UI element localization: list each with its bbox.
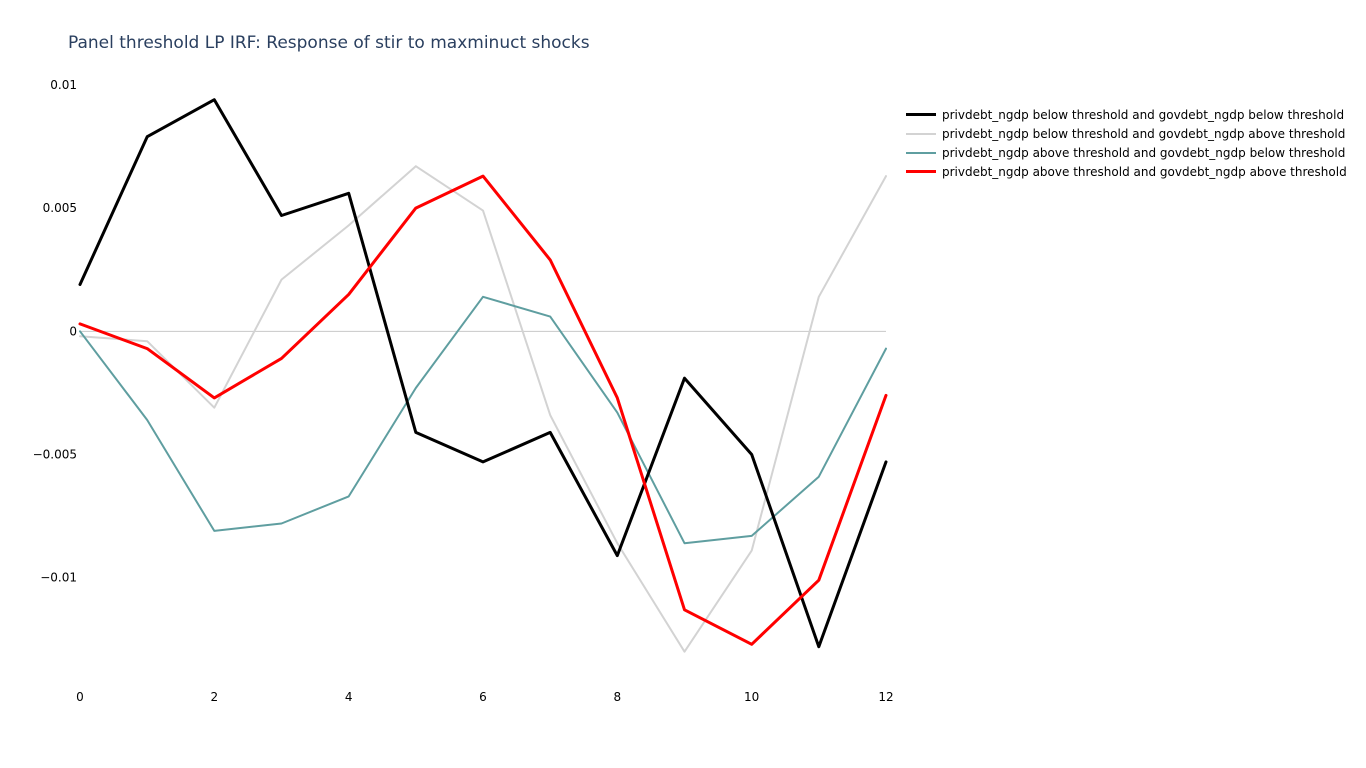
series-line-2[interactable]: [79, 165, 887, 653]
legend-item[interactable]: privdebt_ngdp above threshold and govdeb…: [906, 143, 1347, 162]
legend-item[interactable]: privdebt_ngdp above threshold and govdeb…: [906, 162, 1347, 181]
legend-label: privdebt_ngdp above threshold and govdeb…: [942, 145, 1346, 160]
x-tick-label: 8: [614, 690, 622, 704]
chart-title: Panel threshold LP IRF: Response of stir…: [68, 33, 590, 53]
legend-swatch: [906, 113, 936, 116]
legend-swatch: [906, 170, 936, 173]
y-tick-label: 0: [69, 324, 77, 338]
series-line-4[interactable]: [78, 174, 888, 646]
legend-label: privdebt_ngdp below threshold and govdeb…: [942, 107, 1345, 122]
legend-label: privdebt_ngdp below threshold and govdeb…: [942, 126, 1346, 141]
chart-legend[interactable]: privdebt_ngdp below threshold and govdeb…: [906, 105, 1347, 181]
series-line-1[interactable]: [78, 98, 888, 649]
legend-item[interactable]: privdebt_ngdp below threshold and govdeb…: [906, 105, 1347, 124]
y-tick-label: −0.005: [33, 448, 77, 462]
legend-item[interactable]: privdebt_ngdp below threshold and govdeb…: [906, 124, 1347, 143]
y-tick-label: −0.01: [40, 571, 77, 585]
x-tick-label: 6: [479, 690, 487, 704]
x-tick-label: 0: [76, 690, 84, 704]
x-tick-label: 10: [744, 690, 759, 704]
x-tick-label: 2: [211, 690, 219, 704]
x-tick-label: 12: [878, 690, 893, 704]
x-tick-label: 4: [345, 690, 353, 704]
legend-swatch: [906, 151, 936, 154]
y-tick-label: 0.005: [43, 201, 77, 215]
y-tick-label: 0.01: [50, 78, 77, 92]
series-line-3[interactable]: [79, 295, 887, 545]
legend-label: privdebt_ngdp above threshold and govdeb…: [942, 164, 1347, 179]
legend-swatch: [906, 132, 936, 135]
